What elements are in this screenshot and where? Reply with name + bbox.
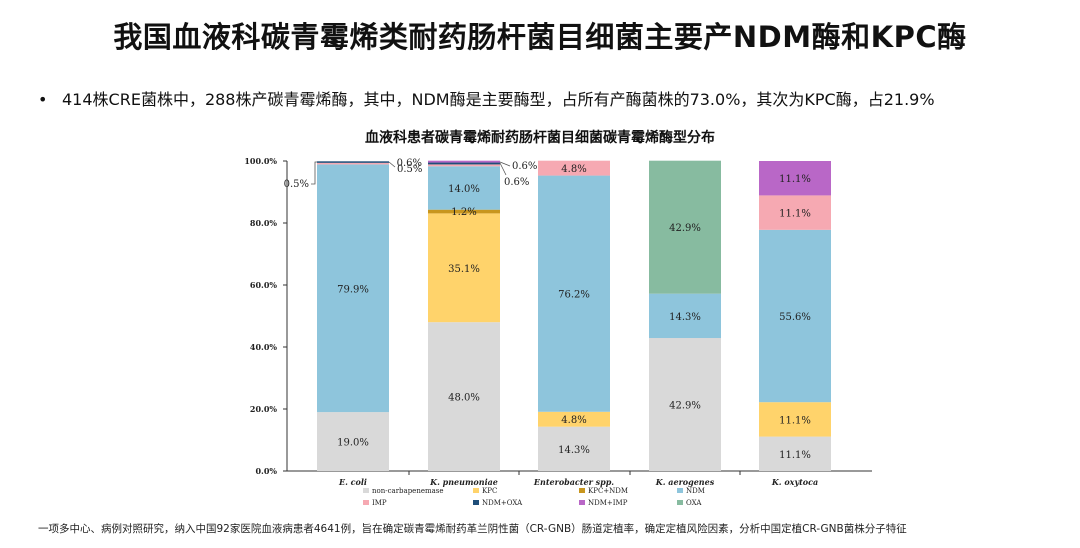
data-label: 0.5% [397, 164, 422, 175]
data-label: 0.6% [397, 158, 422, 169]
legend-label: non-carbapenemase [372, 487, 444, 495]
data-label: 11.1% [779, 415, 811, 426]
bar-segment [428, 162, 500, 165]
data-label: 42.9% [669, 401, 701, 412]
legend-label: KPC [482, 487, 497, 495]
bar-segment [428, 213, 500, 323]
bar-segment [759, 402, 831, 437]
bar-segment [538, 175, 610, 412]
bar-segment [317, 161, 389, 163]
footnote: 一项多中心、病例对照研究，纳入中国92家医院血液病患者4641例，旨在确定碳青霉… [38, 523, 907, 535]
x-category-label: Enterobacter spp. [533, 477, 614, 487]
summary-text: 414株CRE菌株中，288株产碳青霉烯酶，其中，NDM酶是主要酶型，占所有产酶… [62, 90, 935, 109]
page-title: 我国血液科碳青霉烯类耐药肠杆菌目细菌主要产NDM酶和KPC酶 [113, 20, 967, 54]
bar-segment [428, 166, 500, 210]
data-label: 11.1% [779, 450, 811, 461]
bar-segment [759, 436, 831, 471]
x-category-label: E. coli [338, 477, 367, 487]
leader-line [499, 162, 507, 176]
legend-swatch [363, 500, 369, 505]
bar-segment [317, 164, 389, 413]
data-label: 4.8% [561, 164, 586, 175]
bar-segment [538, 160, 610, 176]
data-label: 55.6% [779, 312, 811, 323]
bar-segment [538, 426, 610, 471]
legend-swatch [473, 500, 479, 505]
chart-title: 血液科患者碳青霉烯耐药肠杆菌目细菌碳青霉烯酶型分布 [365, 130, 715, 146]
summary-bullet: • 414株CRE菌株中，288株产碳青霉烯酶，其中，NDM酶是主要酶型，占所有产… [38, 86, 935, 110]
legend-label: NDM+IMP [588, 499, 628, 507]
y-tick-label: 40.0% [250, 342, 277, 352]
legend-swatch [677, 500, 683, 505]
legend-label: IMP [372, 499, 387, 507]
data-label: 48.0% [448, 393, 480, 404]
legend-swatch [579, 488, 585, 493]
bar-segment [649, 160, 721, 294]
y-tick-label: 20.0% [250, 404, 277, 414]
data-label: 35.1% [448, 264, 480, 275]
bar-segment [759, 229, 831, 403]
data-label: 42.9% [669, 223, 701, 234]
data-label: 11.1% [779, 174, 811, 185]
data-label: 14.0% [448, 184, 480, 195]
bar-segment [759, 161, 831, 196]
legend-label: NDM+OXA [482, 499, 523, 507]
y-tick-label: 60.0% [250, 280, 277, 290]
legend-swatch [473, 488, 479, 493]
x-category-label: K. oxytoca [771, 477, 818, 487]
legend-swatch [363, 488, 369, 493]
bar-segment [649, 338, 721, 471]
bar-segment [428, 164, 500, 167]
legend-label: NDM [686, 487, 705, 495]
data-label: 14.3% [669, 312, 701, 323]
bar-segment [649, 293, 721, 339]
bar-segment [428, 322, 500, 471]
bar-segment [317, 162, 389, 165]
bar-segment [317, 412, 389, 471]
y-tick-label: 0.0% [255, 466, 277, 476]
bar-segment [428, 209, 500, 214]
x-category-label: K. pneumoniae [429, 477, 498, 487]
data-label: 0.6% [504, 177, 529, 188]
leader-line [499, 161, 511, 167]
data-label: 4.8% [561, 415, 586, 426]
bar-segment [428, 160, 500, 163]
legend-swatch [579, 500, 585, 505]
data-label: 76.2% [558, 290, 590, 301]
data-label: 19.0% [337, 438, 369, 449]
bar-segment [538, 411, 610, 427]
data-label: 0.6% [512, 161, 537, 172]
leader-line [311, 161, 317, 185]
legend-label: KPC+NDM [588, 487, 628, 495]
legend-label: OXA [686, 499, 702, 507]
data-label: 14.3% [558, 445, 590, 456]
bullet-dot: • [38, 90, 48, 109]
leader-line [388, 161, 396, 168]
x-category-label: K. aerogenes [655, 477, 715, 487]
y-tick-label: 100.0% [244, 156, 277, 166]
bar-segment [759, 195, 831, 230]
data-label: 11.1% [779, 209, 811, 220]
data-label: 0.5% [284, 179, 309, 190]
legend-swatch [677, 488, 683, 493]
y-tick-label: 80.0% [250, 218, 277, 228]
data-label: 1.2% [451, 207, 476, 218]
data-label: 79.9% [337, 284, 369, 295]
